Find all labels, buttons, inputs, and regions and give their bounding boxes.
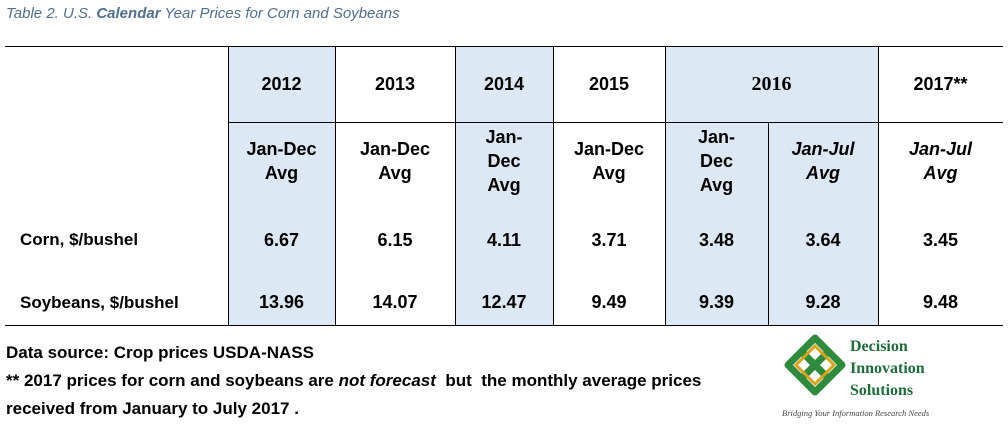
column-rule <box>455 46 456 325</box>
row-label: Corn, $/bushel <box>20 230 139 249</box>
column-shade <box>228 46 335 325</box>
value-cell: 6.67 <box>263 229 300 250</box>
year-header: 2016 <box>751 72 792 95</box>
value-cell: 6.15 <box>377 229 413 250</box>
period-header: Jan-Jul Avg <box>791 139 855 183</box>
period-header: Jan-Jul Avg <box>908 139 973 183</box>
value-cell: 14.07 <box>372 292 418 312</box>
logo-name-3: Solutions <box>850 382 914 399</box>
logo-icon <box>784 334 846 396</box>
period-header: Jan-Dec Avg <box>697 127 735 195</box>
period-header: Jan-Dec Avg <box>485 127 523 195</box>
source: Data source: Crop prices USDA-NASS <box>6 343 314 362</box>
year-header: 2014 <box>483 73 525 94</box>
logo-name-1: Decision <box>850 338 908 355</box>
note-line2: received from January to July 2017 . <box>6 399 299 418</box>
logo-name-2: Innovation <box>850 360 925 377</box>
column-shade <box>455 46 553 325</box>
caption-emphasis: Calendar <box>96 5 161 22</box>
period-header: Jan-Dec Avg <box>359 139 431 183</box>
value-cell: 13.96 <box>258 292 305 312</box>
caption-prefix: Table 2. U.S. <box>6 5 93 22</box>
value-cell: 4.11 <box>486 229 522 250</box>
column-rule <box>228 46 229 325</box>
year-header: 2015 <box>588 73 630 94</box>
note: ** 2017 prices for corn and soybeans are… <box>6 371 701 391</box>
year-header: 2017** <box>913 73 968 94</box>
value-cell: 9.39 <box>698 292 735 312</box>
value-cell: 9.28 <box>805 292 841 312</box>
column-shade <box>665 46 768 325</box>
year-header: 2012 <box>261 73 302 94</box>
value-cell: 12.47 <box>481 292 527 312</box>
column-rule <box>665 46 666 325</box>
period-header: Jan-Dec Avg <box>573 139 645 183</box>
row-label: Soybeans, $/bushel <box>20 292 179 312</box>
column-rule <box>553 46 554 325</box>
value-cell: 3.64 <box>805 229 841 250</box>
value-cell: 3.48 <box>698 229 735 250</box>
value-cell: 3.71 <box>591 229 627 250</box>
table-bottom-rule <box>5 325 1003 326</box>
caption-suffix: Year Prices for Corn and Soybeans <box>164 5 400 22</box>
column-rule <box>768 122 769 325</box>
note-emphasis: not forecast <box>338 371 436 390</box>
header-rule <box>228 122 1003 123</box>
caption: Table 2. U.S. Calendar Year Prices for C… <box>6 5 400 22</box>
value-cell: 9.49 <box>591 292 627 312</box>
note-end: but the monthly average prices <box>445 371 702 390</box>
value-cell: 9.48 <box>922 292 959 312</box>
column-rule <box>878 46 879 325</box>
value-cell: 3.45 <box>922 229 959 250</box>
note-start: ** 2017 prices for corn and soybeans are <box>6 371 334 390</box>
column-shade <box>768 46 878 325</box>
period-header: Jan-Dec Avg <box>246 139 317 183</box>
column-rule <box>335 46 336 325</box>
year-header: 2013 <box>374 73 416 94</box>
table-top-rule <box>5 46 1003 47</box>
logo-tagline: Bridging Your Information Research Needs <box>782 408 930 418</box>
